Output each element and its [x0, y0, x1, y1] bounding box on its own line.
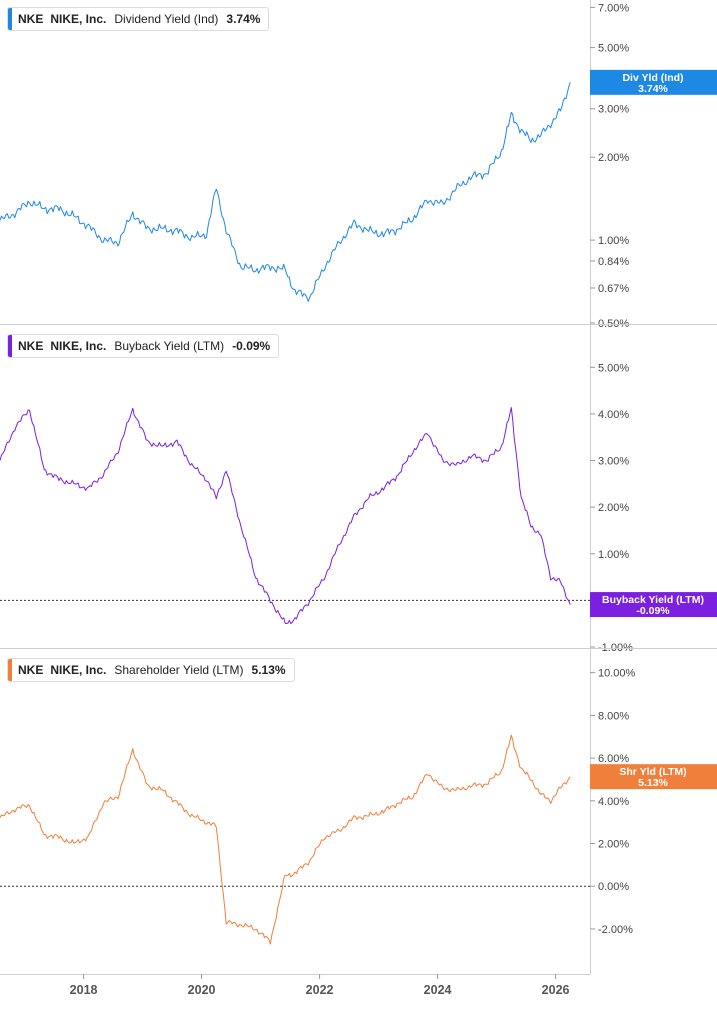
y-tick-label: 2.00%	[598, 152, 629, 164]
last-value-tag	[590, 764, 717, 790]
legend-company: NIKE, Inc.	[50, 12, 107, 26]
legend-company: NIKE, Inc.	[50, 663, 107, 677]
y-tick-label: 7.00%	[598, 2, 629, 14]
y-tick-label: 3.00%	[598, 456, 629, 468]
y-tick-label: -2.00%	[598, 924, 633, 936]
last-value-tag	[590, 592, 717, 618]
last-value-tag	[590, 69, 717, 95]
legend-ticker: NKE	[18, 339, 44, 353]
legend-value: 3.74%	[226, 12, 261, 26]
last-value-tag-value: 3.74%	[638, 83, 668, 95]
legend-value: -0.09%	[232, 339, 271, 353]
legend-buyback-yield[interactable]: NKE NIKE, Inc. Buyback Yield (LTM) -0.09…	[7, 334, 280, 358]
legend-metric: Buyback Yield (LTM)	[114, 339, 225, 353]
legend-ticker: NKE	[18, 663, 44, 677]
y-tick-label: 1.00%	[598, 235, 629, 247]
y-tick-label: 6.00%	[598, 753, 629, 765]
y-tick-label: 2.00%	[598, 839, 629, 851]
last-value-tag-value: 5.13%	[638, 777, 668, 789]
y-tick-label: 10.00%	[598, 668, 636, 680]
legend-company: NIKE, Inc.	[50, 339, 107, 353]
series-line	[0, 734, 571, 945]
y-tick-label: 4.00%	[598, 796, 629, 808]
legend-color-swatch	[8, 335, 12, 357]
y-tick-label: 0.00%	[598, 881, 629, 893]
x-tick-label: 2018	[70, 983, 98, 997]
x-tick-label: 2022	[306, 983, 334, 997]
series-line	[0, 407, 571, 625]
legend-metric: Shareholder Yield (LTM)	[114, 663, 244, 677]
y-tick-label: 3.00%	[598, 104, 629, 116]
legend-ticker: NKE	[18, 12, 44, 26]
y-tick-label: 0.84%	[598, 256, 629, 268]
y-tick-label: 4.00%	[598, 409, 629, 421]
series-line	[0, 82, 571, 302]
x-tick-label: 2020	[188, 983, 216, 997]
y-tick-label: 5.00%	[598, 362, 629, 374]
legend-color-swatch	[8, 8, 12, 30]
y-tick-label: 0.67%	[598, 283, 629, 295]
y-tick-label: 1.00%	[598, 549, 629, 561]
last-value-tag-value: -0.09%	[636, 605, 670, 617]
y-tick-label: 2.00%	[598, 502, 629, 514]
x-tick-label: 2026	[542, 983, 570, 997]
legend-color-swatch	[8, 659, 12, 681]
y-tick-label: 8.00%	[598, 710, 629, 722]
legend-shareholder-yield[interactable]: NKE NIKE, Inc. Shareholder Yield (LTM) 5…	[7, 658, 295, 682]
x-tick-label: 2024	[424, 983, 452, 997]
last-value-tag-label: Shr Yld (LTM)	[619, 766, 686, 778]
legend-metric: Dividend Yield (Ind)	[114, 12, 219, 26]
last-value-tag-label: Div Yld (Ind)	[622, 72, 683, 84]
legend-value: 5.13%	[251, 663, 286, 677]
last-value-tag-label: Buyback Yield (LTM)	[602, 594, 704, 606]
y-tick-label: 5.00%	[598, 43, 629, 55]
legend-dividend-yield[interactable]: NKE NIKE, Inc. Dividend Yield (Ind) 3.74…	[7, 7, 270, 31]
